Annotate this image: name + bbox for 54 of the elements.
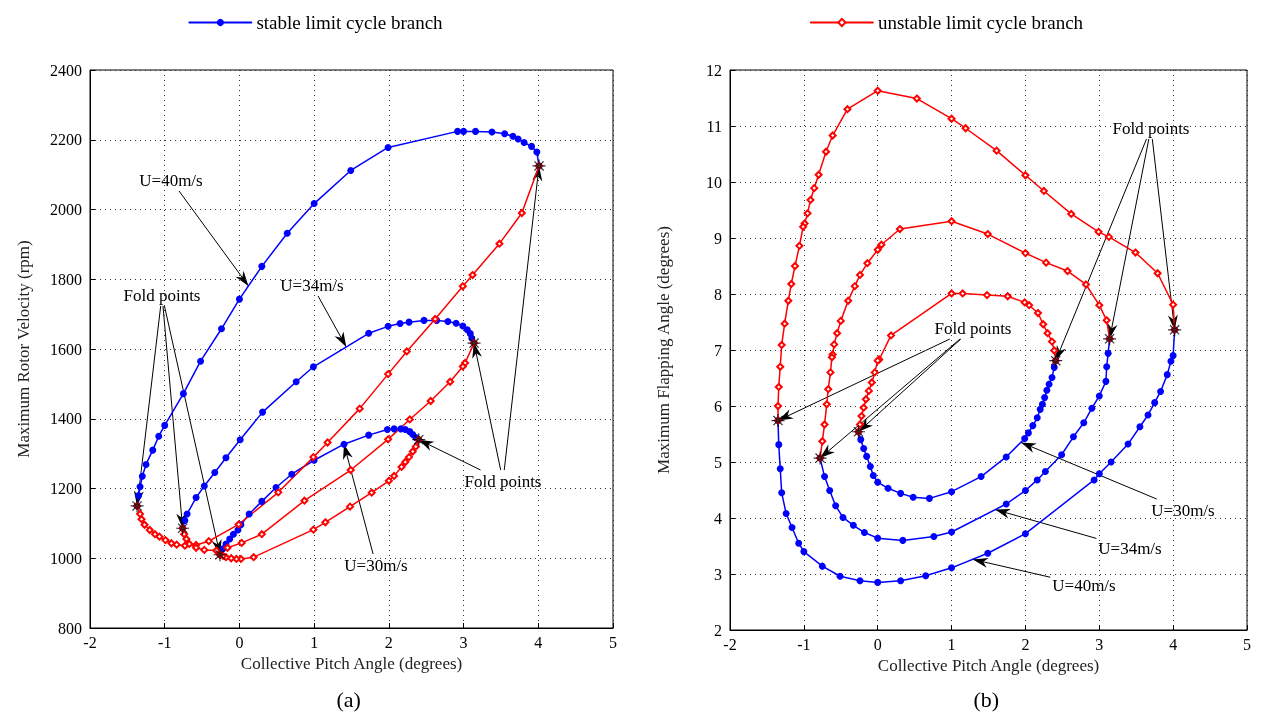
legend-label: unstable limit cycle branch xyxy=(877,12,1084,33)
legend-label: stable limit cycle branch xyxy=(256,12,444,33)
x-tick-label: 3 xyxy=(459,633,468,651)
y-tick-label: 3 xyxy=(714,565,722,583)
y-tick-label: 1000 xyxy=(50,549,82,567)
text: (a) xyxy=(336,686,361,712)
annotation: U=40m/s xyxy=(1052,575,1116,595)
annotation: U=40m/s xyxy=(139,170,203,190)
y-axis-title: Maximum Rotor Velocity (rpm) xyxy=(14,240,33,458)
annotation: Fold points xyxy=(464,471,542,491)
y-tick-label: 1600 xyxy=(50,340,82,358)
y-tick-label: 1800 xyxy=(50,270,82,288)
y-tick-label: 1400 xyxy=(50,410,82,428)
text: (b) xyxy=(973,686,1000,712)
y-tick-label: 800 xyxy=(58,619,82,637)
x-tick-label: 0 xyxy=(873,635,882,653)
annotation: Fold points xyxy=(1112,118,1190,138)
y-tick-label: 10 xyxy=(706,173,722,191)
x-axis-title: Collective Pitch Angle (degrees) xyxy=(240,653,463,673)
y-tick-label: 4 xyxy=(714,509,722,527)
y-tick-label: 6 xyxy=(714,397,722,415)
x-tick-label: 5 xyxy=(609,633,617,651)
x-tick-label: 3 xyxy=(1095,635,1104,653)
y-tick-label: 2400 xyxy=(50,61,82,79)
y-tick-label: 7 xyxy=(714,341,722,359)
y-tick-label: 2200 xyxy=(50,131,82,149)
annotation: U=30m/s xyxy=(1151,500,1215,520)
y-axis-title: Maximum Flapping Angle (degrees) xyxy=(654,226,673,474)
annotation: Fold points xyxy=(123,285,201,305)
x-tick-label: 2 xyxy=(384,633,393,651)
y-tick-label: 5 xyxy=(714,453,722,471)
x-tick-label: 1 xyxy=(947,635,956,653)
y-tick-label: 1200 xyxy=(50,480,82,497)
annotation: Fold points xyxy=(934,318,1012,338)
annotation: U=34m/s xyxy=(1098,538,1162,558)
x-axis-title: Collective Pitch Angle (degrees) xyxy=(877,655,1100,675)
x-tick-label: 4 xyxy=(1169,635,1178,653)
y-tick-label: 8 xyxy=(714,285,722,303)
x-tick-label: 1 xyxy=(310,633,319,651)
annotation: U=30m/s xyxy=(344,555,408,575)
x-tick-label: 4 xyxy=(534,633,543,651)
y-tick-label: 11 xyxy=(706,117,722,135)
x-tick-label: -1 xyxy=(158,633,172,651)
x-tick-label: 2 xyxy=(1021,635,1030,653)
y-tick-label: 12 xyxy=(706,61,722,79)
x-tick-label: -1 xyxy=(797,635,811,653)
annotation: U=34m/s xyxy=(280,275,344,295)
x-tick-label: 5 xyxy=(1243,635,1251,653)
y-tick-label: 2000 xyxy=(50,201,82,218)
x-tick-label: 0 xyxy=(235,633,244,651)
y-tick-label: 2 xyxy=(714,621,722,639)
x-tick-label: -2 xyxy=(83,633,97,651)
y-tick-label: 9 xyxy=(714,229,722,247)
x-tick-label: -2 xyxy=(723,635,737,653)
